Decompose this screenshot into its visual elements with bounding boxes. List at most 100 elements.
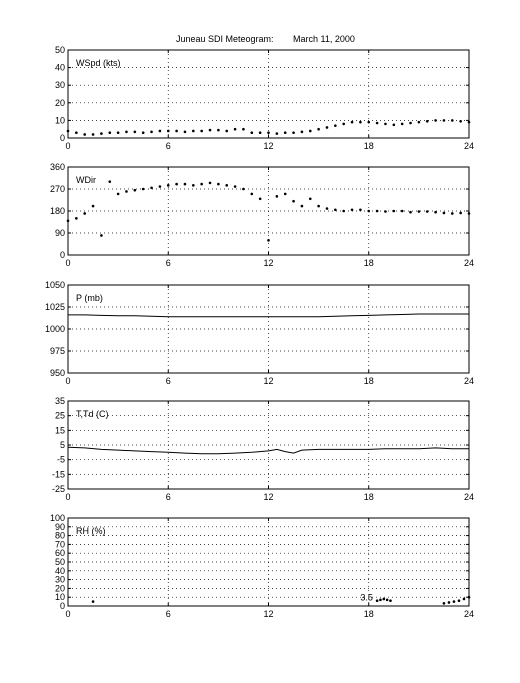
wdir-data-point [217,182,220,186]
wspd-xtick-label: 12 [263,141,273,151]
wspd-panel: 0 10 20 30 40 50 0 6 12 18 24 WSpd (kts) [55,45,474,151]
wdir-data-point [367,209,371,213]
rh-data-point [91,600,95,603]
rh-ytick-label: 90 [55,522,65,532]
wspd-xtick-label: 0 [65,141,70,151]
wdir-data-point [183,182,187,186]
wspd-data-point [83,133,87,136]
wdir-data-point [300,204,304,208]
wspd-data-point [75,131,78,135]
wdir-panel: 0 90 180 270 360 0 6 12 18 24 WDir [50,162,474,268]
wspd-data-point [409,121,412,125]
wdir-data-point [66,219,70,223]
wdir-data-point [133,188,137,192]
rh-xtick-label: 18 [364,609,374,619]
temp-xtick-label: 6 [166,492,171,502]
temp-ytick-label: -25 [52,484,65,494]
wspd-data-point [334,124,337,127]
pressure-panel: 950 975 1000 1025 1050 0 6 12 18 24 P (mb) [45,280,474,386]
wdir-data-point [417,210,421,213]
wspd-ytick-label: 50 [55,45,65,55]
wspd-data-point [125,130,128,134]
temp-series-line [67,446,469,455]
wdir-xtick-label: 6 [166,258,171,268]
wdir-data-point [108,180,112,183]
rh-data-point [379,598,382,602]
rh-xtick-label: 12 [263,609,273,619]
wdir-data-point [200,182,203,186]
wdir-panel-label: WDir [76,175,96,185]
wspd-ytick-label: 40 [55,63,65,73]
wdir-data-point [116,192,120,196]
wspd-data-point [183,130,187,134]
rh-xtick-label: 24 [464,609,474,619]
pressure-ytick-label: 1000 [45,324,65,334]
wspd-data-point [375,121,379,125]
wdir-data-point [442,211,446,215]
wdir-data-point [308,197,312,201]
wspd-data-point [392,123,396,127]
wdir-data-point [158,185,162,188]
temp-xtick-label: 24 [464,492,474,502]
pressure-panel-label: P (mb) [76,293,103,303]
wdir-data-point [450,212,454,215]
wdir-data-point [192,184,195,187]
wdir-data-point [334,208,337,212]
rh-xtick-label: 6 [166,609,171,619]
wspd-data-point [300,130,304,134]
wdir-data-point [250,192,254,196]
rh-ytick-label: 80 [55,531,65,541]
wdir-ytick-label: 0 [60,250,65,260]
wspd-data-point [275,132,279,135]
wspd-data-point [342,122,345,126]
wdir-data-point [242,187,245,191]
wspd-data-point [225,129,229,133]
wspd-data-point [308,129,312,133]
temp-ytick-label: 5 [60,440,65,450]
wspd-ytick-label: 0 [60,133,65,143]
wspd-xtick-label: 6 [166,141,171,151]
wdir-data-point [125,190,128,193]
rh-ytick-label: 0 [60,601,65,611]
wdir-data-point [325,207,329,210]
wspd-xtick-label: 24 [464,141,474,151]
wdir-data-point [175,182,178,186]
rh-annotation: 3.5 [360,593,373,603]
wspd-data-point [359,120,362,124]
pressure-xtick-label: 0 [65,376,70,386]
figure-title-date: March 11, 2000 [293,34,355,44]
wdir-xtick-label: 18 [364,258,374,268]
rh-data-point [447,601,451,604]
wspd-data-point [100,132,103,135]
pressure-xtick-label: 12 [263,376,273,386]
wdir-data-point [375,209,379,213]
rh-data-point [375,599,379,603]
wdir-data-point [91,204,95,208]
wdir-xtick-label: 0 [65,258,70,268]
wspd-data-point [367,120,371,124]
wspd-data-point [250,131,254,135]
wdir-ytick-label: 90 [55,228,65,238]
wspd-data-point [267,131,270,135]
wspd-data-point [133,130,137,134]
rh-xtick-label: 0 [65,609,70,619]
wspd-data-point [350,120,354,124]
rh-ytick-label: 50 [55,557,65,567]
wdir-ytick-label: 360 [50,162,65,172]
wdir-data-point [409,210,412,214]
wspd-data-point [175,129,178,133]
wdir-data-point [359,208,362,212]
wdir-data-point [258,197,262,201]
wdir-data-point [425,210,429,213]
wdir-data-point [459,211,462,215]
wdir-ytick-label: 180 [50,206,65,216]
wspd-data-point [467,120,471,124]
rh-data-point [462,597,466,601]
pressure-xtick-label: 24 [464,376,474,386]
wdir-data-point [208,181,212,185]
wdir-data-point [342,209,345,213]
rh-ytick-label: 60 [55,548,65,558]
wdir-data-point [141,187,145,191]
